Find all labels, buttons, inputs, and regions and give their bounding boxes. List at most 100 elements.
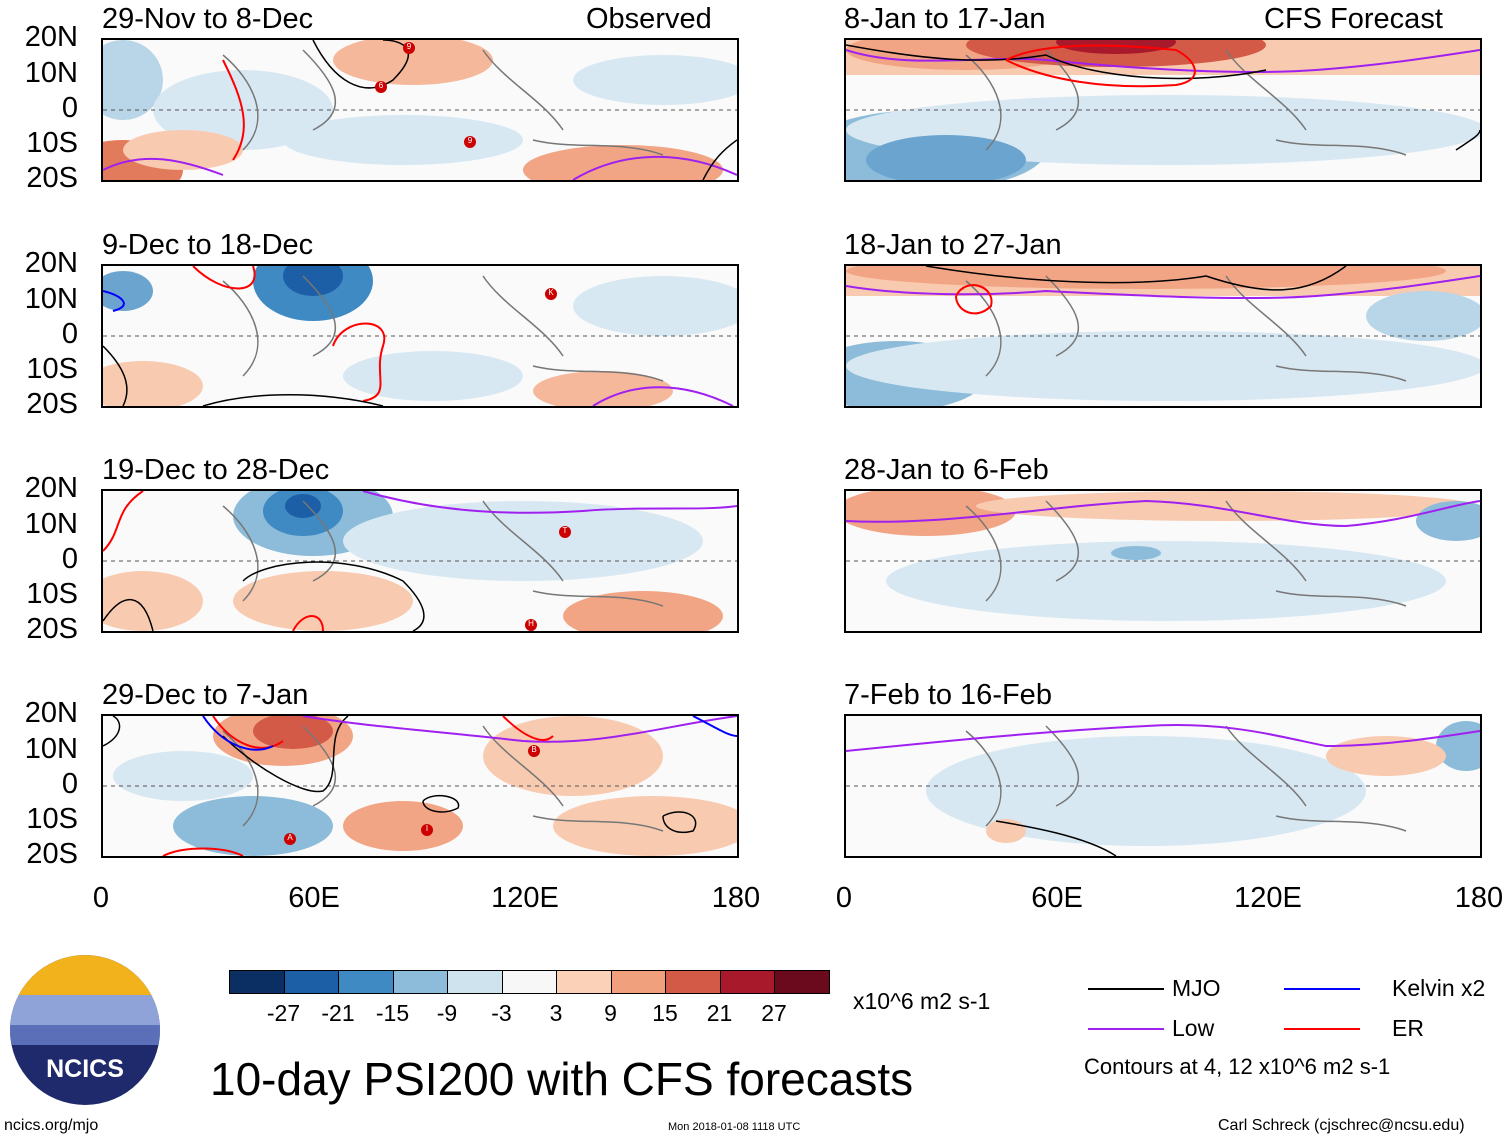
anomaly-pos <box>343 801 463 851</box>
storm-marker: T <box>559 526 571 538</box>
lon-label: 120E <box>1234 882 1302 914</box>
colorbar-label: 3 <box>549 1000 563 1026</box>
anomaly-pos <box>533 371 673 406</box>
storm-marker: K <box>545 288 557 300</box>
anomaly-pos <box>1326 736 1446 776</box>
map-panel-obs-1: 9 6 9 <box>101 38 739 182</box>
legend-kelvin: Kelvin x2 <box>1392 975 1486 1001</box>
anomaly-neg <box>1366 291 1480 341</box>
anomaly-neg <box>573 276 737 336</box>
map-panel-fcst-1 <box>844 38 1482 182</box>
panel-title: 7-Feb to 16-Feb <box>844 679 1052 711</box>
legend-kelvin-line <box>1284 988 1360 990</box>
storm-marker: 9 <box>464 136 476 148</box>
lon-label: 120E <box>491 882 559 914</box>
storm-marker: A <box>284 833 296 845</box>
map-panel-obs-4: B I A <box>101 714 739 858</box>
anomaly-neg <box>113 751 253 801</box>
lat-label: 10N <box>24 508 78 540</box>
lat-label: 20N <box>24 247 78 279</box>
lon-label: 0 <box>92 882 110 914</box>
colorbar-swatch <box>665 970 721 994</box>
lat-label: 10N <box>24 57 78 89</box>
map-svg <box>103 491 737 631</box>
anomaly-pos <box>233 571 413 631</box>
anomaly-pos <box>123 130 243 170</box>
observed-label: Observed <box>586 3 712 35</box>
anomaly-neg <box>866 135 1026 180</box>
lat-label: 10S <box>26 127 78 159</box>
map-panel-fcst-2 <box>844 264 1482 408</box>
anomaly-pos <box>253 716 333 749</box>
anomaly-neg <box>846 331 1480 401</box>
anomaly-neg <box>285 494 321 518</box>
lon-label: 60E <box>1031 882 1083 914</box>
legend-low: Low <box>1172 1015 1215 1041</box>
legend-er-line <box>1284 1028 1360 1030</box>
ncics-logo: NCICS <box>10 955 160 1105</box>
colorbar-swatch <box>610 970 666 994</box>
storm-marker: 9 <box>403 42 415 54</box>
storm-marker: I <box>421 824 433 836</box>
anomaly-pos <box>563 591 723 631</box>
footer-url[interactable]: ncics.org/mjo <box>4 1117 99 1134</box>
panel-title: 28-Jan to 6-Feb <box>844 454 1049 486</box>
anomaly-pos <box>103 361 203 406</box>
lon-label: 180 <box>1454 882 1504 914</box>
anomaly-pos <box>103 571 203 631</box>
colorbar-label: 21 <box>706 1000 733 1026</box>
anomaly-pos <box>1056 40 1176 54</box>
anomaly-neg <box>283 266 343 296</box>
anomaly-pos <box>846 266 1446 289</box>
colorbar-swatch <box>719 970 775 994</box>
lat-label: 0 <box>61 92 78 124</box>
lat-label: 10N <box>24 733 78 765</box>
map-panel-obs-2: K <box>101 264 739 408</box>
legend-low-line <box>1088 1028 1164 1030</box>
panel-title: 9-Dec to 18-Dec <box>102 229 314 261</box>
panel-title: 8-Jan to 17-Jan <box>844 3 1046 35</box>
lat-label: 10S <box>26 803 78 835</box>
storm-marker: 6 <box>375 81 387 93</box>
lat-label: 20N <box>24 21 78 53</box>
anomaly-neg <box>886 541 1446 621</box>
lat-label: 0 <box>61 543 78 575</box>
anomaly-neg <box>173 796 333 856</box>
legend-er: ER <box>1392 1015 1424 1041</box>
anomaly-pos <box>483 716 663 796</box>
anomaly-neg <box>103 40 163 120</box>
colorbar-swatch <box>392 970 448 994</box>
anomaly-pos <box>333 40 493 85</box>
panel-title: 19-Dec to 28-Dec <box>102 454 330 486</box>
colorbar-label: 9 <box>604 1000 617 1026</box>
colorbar-label: -3 <box>491 1000 512 1026</box>
panel-title: 29-Dec to 7-Jan <box>102 679 309 711</box>
map-panel-fcst-3 <box>844 489 1482 633</box>
anomaly-neg <box>343 351 523 401</box>
anomaly-neg <box>1111 546 1161 560</box>
lon-label: 0 <box>835 882 853 914</box>
legend-mjo: MJO <box>1172 975 1221 1001</box>
anomaly-neg <box>283 115 523 165</box>
lon-label: 60E <box>288 882 340 914</box>
lat-label: 0 <box>61 768 78 800</box>
anomaly-pos <box>846 491 1016 536</box>
colorbar-swatch <box>774 970 830 994</box>
anomaly-neg <box>573 55 737 105</box>
colorbar-swatch <box>447 970 503 994</box>
map-svg <box>846 716 1480 856</box>
lon-label: 180 <box>711 882 761 914</box>
lat-label: 10N <box>24 283 78 315</box>
colorbar-label: -21 <box>321 1000 355 1026</box>
lat-label: 10S <box>26 353 78 385</box>
lat-label: 10S <box>26 578 78 610</box>
cfs-forecast-label: CFS Forecast <box>1264 3 1443 35</box>
colorbar-swatch <box>338 970 394 994</box>
lat-label: 0 <box>61 318 78 350</box>
colorbar-swatch <box>556 970 612 994</box>
contours-note: Contours at 4, 12 x10^6 m2 s-1 <box>1084 1054 1391 1079</box>
colorbar-label: -15 <box>375 1000 410 1026</box>
logo-text: NCICS <box>46 1055 124 1083</box>
colorbar-label: -9 <box>436 1000 458 1026</box>
colorbar-label: 27 <box>761 1000 787 1026</box>
